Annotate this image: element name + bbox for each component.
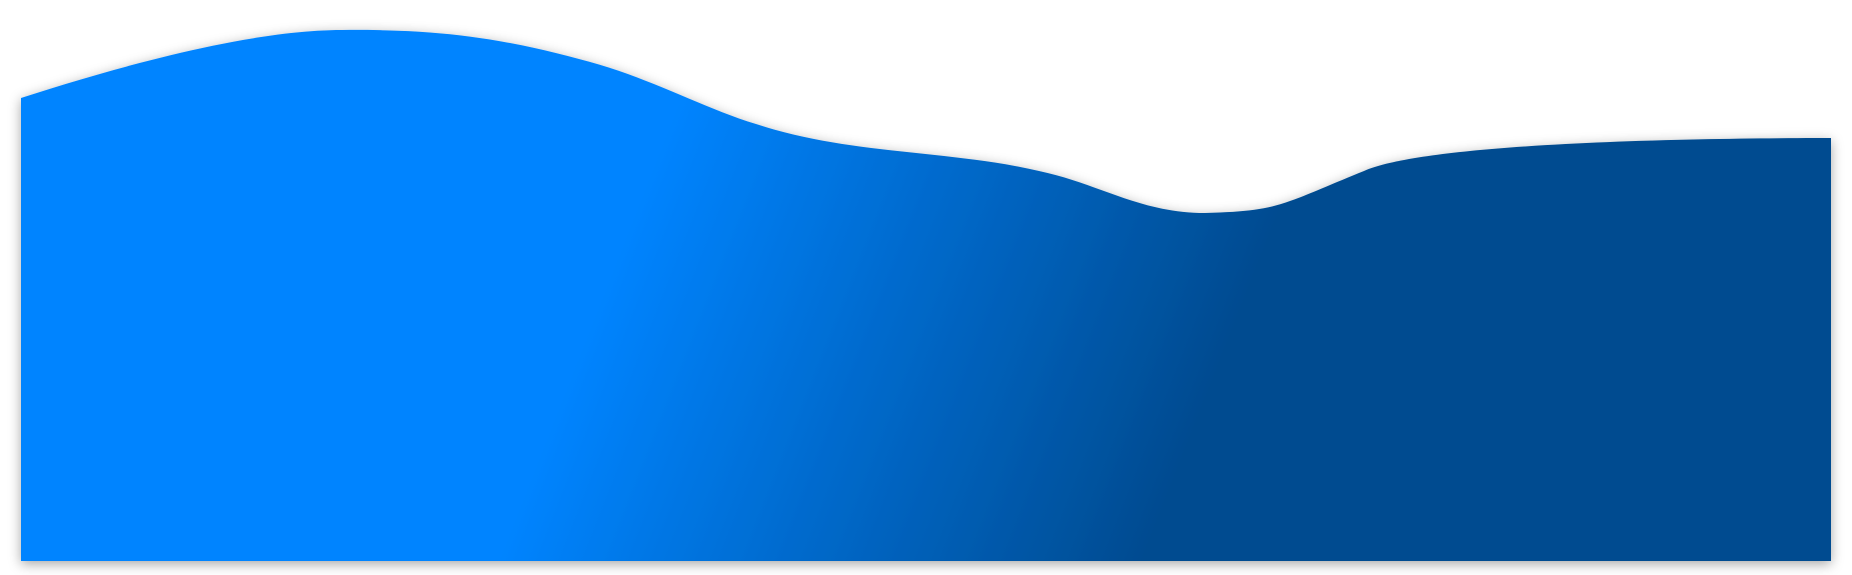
wave-shape [21, 29, 1831, 562]
